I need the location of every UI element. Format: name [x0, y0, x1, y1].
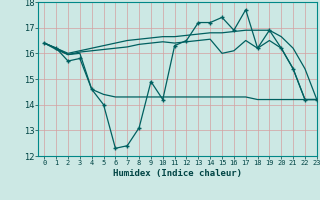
X-axis label: Humidex (Indice chaleur): Humidex (Indice chaleur) — [113, 169, 242, 178]
